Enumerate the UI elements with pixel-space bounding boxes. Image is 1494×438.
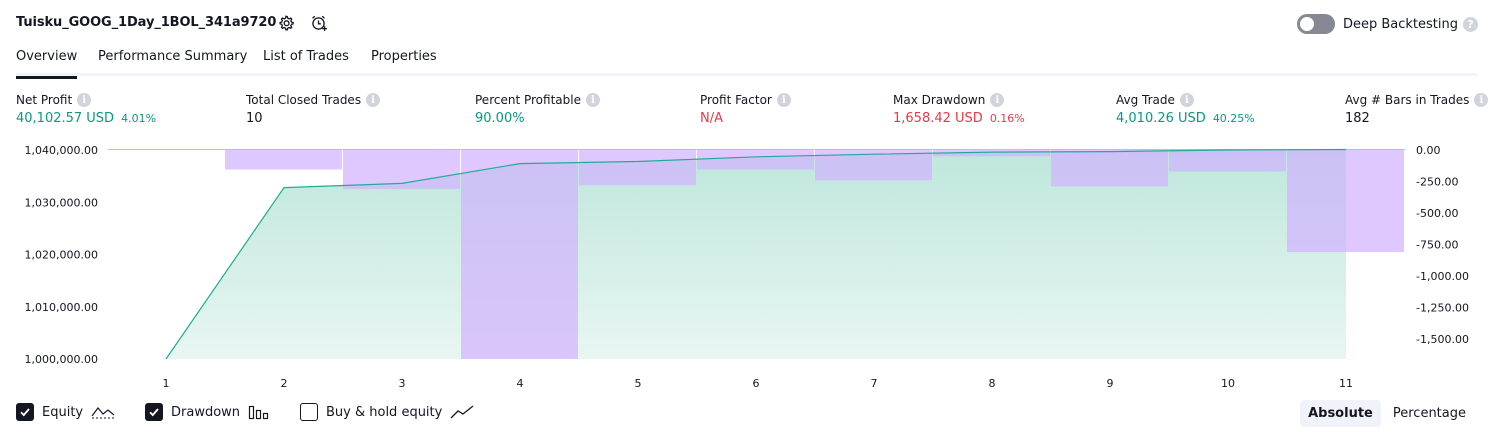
info-icon[interactable]: i [990, 93, 1005, 107]
metric-value: 40,102.57 USD [16, 111, 115, 126]
tab-properties[interactable]: Properties [371, 49, 437, 64]
metric-value: N/A [700, 111, 723, 126]
tab-performance-summary[interactable]: Performance Summary [98, 49, 248, 64]
right-axis-tick-label: -250.00 [1416, 176, 1458, 189]
metric-label: Percent Profitable [475, 93, 581, 107]
left-axis-tick-label: 1,000,000.00 [25, 353, 98, 366]
metric-value: 1,658.42 USD [893, 111, 983, 126]
x-axis-tick-label: 5 [635, 377, 642, 390]
info-icon[interactable]: i [366, 93, 381, 107]
x-axis-tick-label: 6 [753, 377, 760, 390]
checkmark-icon [20, 408, 30, 417]
equity-line-icon [91, 407, 115, 419]
info-icon[interactable]: i [776, 93, 791, 107]
metric-label: Max Drawdown [893, 93, 986, 107]
mode-absolute-button[interactable]: Absolute [1300, 400, 1381, 427]
x-axis-tick-label: 8 [989, 377, 996, 390]
right-axis-tick-label: 0.00 [1416, 144, 1441, 157]
drawdown-bar[interactable] [225, 150, 342, 170]
drawdown-bar[interactable] [579, 150, 696, 186]
legend-equity[interactable]: Equity [16, 403, 115, 421]
x-axis-tick-label: 10 [1221, 377, 1235, 390]
metric-label: Avg # Bars in Trades [1345, 93, 1470, 107]
metric-total-closed-trades: Total Closed Trades i 10 [246, 93, 381, 126]
deep-backtesting-toggle[interactable] [1296, 14, 1335, 34]
metric-avg-trade: Avg Trade i 4,010.26 USD 40.25% [1116, 93, 1255, 126]
left-axis-tick-label: 1,020,000.00 [25, 249, 98, 262]
metric-profit-factor: Profit Factor i N/A [700, 93, 791, 126]
legend-label: Buy & hold equity [326, 404, 443, 420]
strategy-title: Tuisku_GOOG_1Day_1BOL_341a9720 [16, 15, 277, 30]
mode-percentage-button[interactable]: Percentage [1392, 406, 1466, 421]
metric-percent: 40.25% [1212, 112, 1255, 125]
metric-label: Avg Trade [1116, 93, 1175, 107]
right-axis-tick-label: -750.00 [1416, 239, 1458, 252]
legend-drawdown[interactable]: Drawdown [145, 403, 270, 421]
metric-value: 10 [246, 111, 263, 126]
info-icon[interactable]: i [585, 93, 600, 107]
equity-drawdown-chart[interactable]: 1,040,000.00 1,030,000.00 1,020,000.00 1,01… [0, 140, 1494, 395]
metric-value: 4,010.26 USD [1116, 111, 1206, 126]
deep-backtesting-label: Deep Backtesting [1342, 16, 1458, 32]
metric-value: 182 [1345, 111, 1370, 126]
drawdown-bar[interactable] [697, 150, 814, 170]
metric-avg-bars-in-trades: Avg # Bars in Trades i 182 [1345, 93, 1489, 126]
report-tabs: Overview Performance Summary List of Tra… [16, 46, 1478, 79]
metric-net-profit: Net Profit i 40,102.57 USD 4.01% [16, 93, 156, 126]
checkmark-icon [149, 408, 159, 417]
drawdown-bar[interactable] [1287, 150, 1404, 253]
value-mode-switch: Absolute Percentage [1296, 400, 1474, 427]
x-axis-tick-label: 3 [399, 377, 406, 390]
legend-label: Drawdown [171, 404, 241, 420]
toggle-knob [1299, 17, 1314, 31]
help-icon[interactable]: ? [1463, 16, 1478, 32]
metric-max-drawdown: Max Drawdown i 1,658.42 USD 0.16% [893, 93, 1025, 126]
drawdown-bars-icon [248, 405, 269, 420]
info-icon[interactable]: i [77, 93, 92, 107]
right-axis-tick-label: -1,250.00 [1416, 302, 1469, 315]
drawdown-bar[interactable] [933, 150, 1050, 157]
x-axis-tick-label: 11 [1339, 377, 1353, 390]
x-axis-tick-label: 1 [163, 377, 170, 390]
drawdown-bar[interactable] [1051, 150, 1168, 187]
equity-line[interactable] [165, 148, 1347, 360]
deep-backtesting-control: Deep Backtesting ? [1296, 13, 1478, 35]
info-icon[interactable]: i [1474, 93, 1489, 107]
metric-label: Profit Factor [700, 93, 772, 107]
right-axis-tick-label: -500.00 [1416, 207, 1458, 220]
checkbox-unchecked[interactable] [300, 403, 318, 421]
metric-label: Net Profit [16, 93, 73, 107]
metric-label: Total Closed Trades [246, 93, 362, 107]
left-axis-tick-label: 1,040,000.00 [25, 144, 98, 157]
buyhold-line-icon [450, 405, 474, 419]
right-axis-tick-label: -1,000.00 [1416, 270, 1469, 283]
legend-buy-hold-equity[interactable]: Buy & hold equity [300, 403, 474, 421]
drawdown-bar[interactable] [1169, 150, 1286, 172]
tab-overview[interactable]: Overview [16, 49, 78, 79]
metric-value: 90.00% [475, 111, 525, 126]
legend-label: Equity [42, 404, 84, 420]
x-axis-tick-label: 9 [1107, 377, 1114, 390]
metric-percent: 4.01% [121, 112, 157, 125]
checkbox-checked[interactable] [145, 403, 163, 421]
metric-percent: 0.16% [989, 112, 1025, 125]
tab-list-of-trades[interactable]: List of Trades [263, 49, 349, 64]
checkbox-checked[interactable] [16, 403, 34, 421]
right-axis-tick-label: -1,500.00 [1416, 333, 1469, 346]
report-header: Tuisku_GOOG_1Day_1BOL_341a9720 Deep Back… [16, 0, 1478, 46]
metric-percent-profitable: Percent Profitable i 90.00% [475, 93, 600, 126]
drawdown-bar[interactable] [461, 150, 578, 359]
x-axis-tick-label: 7 [871, 377, 878, 390]
add-alert-icon[interactable] [310, 14, 328, 32]
left-axis-tick-label: 1,010,000.00 [25, 301, 98, 314]
x-axis-tick-label: 4 [517, 377, 524, 390]
left-axis-tick-label: 1,030,000.00 [25, 196, 98, 209]
settings-icon[interactable] [277, 14, 295, 32]
info-icon[interactable]: i [1179, 93, 1194, 107]
drawdown-bar[interactable] [343, 150, 460, 190]
x-axis-tick-label: 2 [281, 377, 288, 390]
